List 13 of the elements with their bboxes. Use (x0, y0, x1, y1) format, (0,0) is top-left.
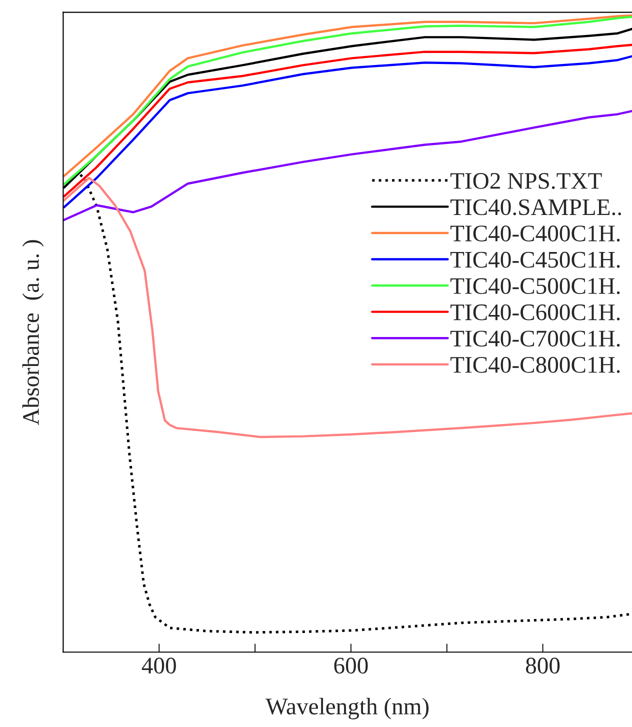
x-tick-label: 400 (142, 658, 176, 674)
legend-label: TIC40-C500C1H. (450, 278, 620, 294)
x-tick-label: 600 (334, 658, 368, 674)
x-tick-label: 800 (526, 658, 560, 674)
x-axis-title: Wavelength (nm) (266, 698, 429, 720)
legend-label: TIC40.SAMPLE.. (450, 199, 622, 216)
y-axis-title: Absorbance (a. u. ) (22, 240, 44, 426)
legend-label: TIC40-C400C1H. (450, 226, 620, 242)
legend-label: TIC40-C800C1H. (450, 356, 620, 373)
legend-label: TIC40-C450C1H. (450, 252, 620, 268)
legend-label: TIC40-C600C1H. (450, 304, 620, 320)
legend-label: TIC40-C700C1H. (450, 330, 620, 347)
legend-label: TIO2 NPS.TXT (450, 173, 602, 190)
